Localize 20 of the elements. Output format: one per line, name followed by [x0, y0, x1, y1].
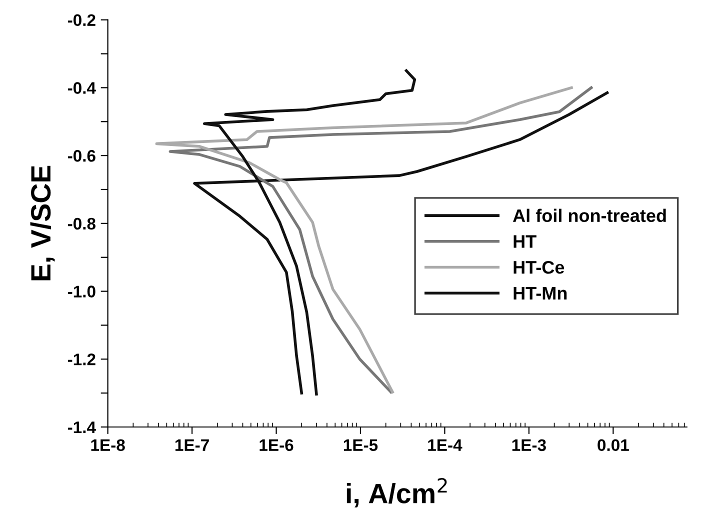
y-tick-label: -0.2 [68, 14, 96, 26]
x-axis-title: i, A/cm$^{2}$ [346, 478, 447, 508]
y-axis-title: E, V/SCE [30, 166, 55, 280]
legend-label: Al foil non-treated [513, 208, 666, 222]
y-tick-label: -1.0 [68, 286, 96, 298]
x-tick-label: 1E-4 [428, 439, 462, 451]
x-tick-label: 1E-7 [175, 439, 209, 451]
x-tick-label: 1E-6 [260, 439, 294, 452]
legend-label: HT [514, 235, 536, 248]
x-tick-label: 1E-3 [512, 439, 546, 452]
y-tick-label: -0.4 [68, 82, 96, 94]
x-tick-label: 1E-8 [91, 439, 125, 452]
y-tick-label: -0.8 [68, 218, 96, 230]
legend-label: HT-Ce [514, 260, 564, 274]
x-tick-label: 1E-5 [344, 439, 378, 452]
y-tick-label: -1.2 [68, 354, 96, 366]
x-tick-label: 0.01 [598, 439, 629, 452]
y-tick-label: -1.4 [68, 422, 96, 434]
y-tick-label: -0.6 [68, 150, 96, 162]
legend-label: HT-Mn [514, 287, 567, 300]
